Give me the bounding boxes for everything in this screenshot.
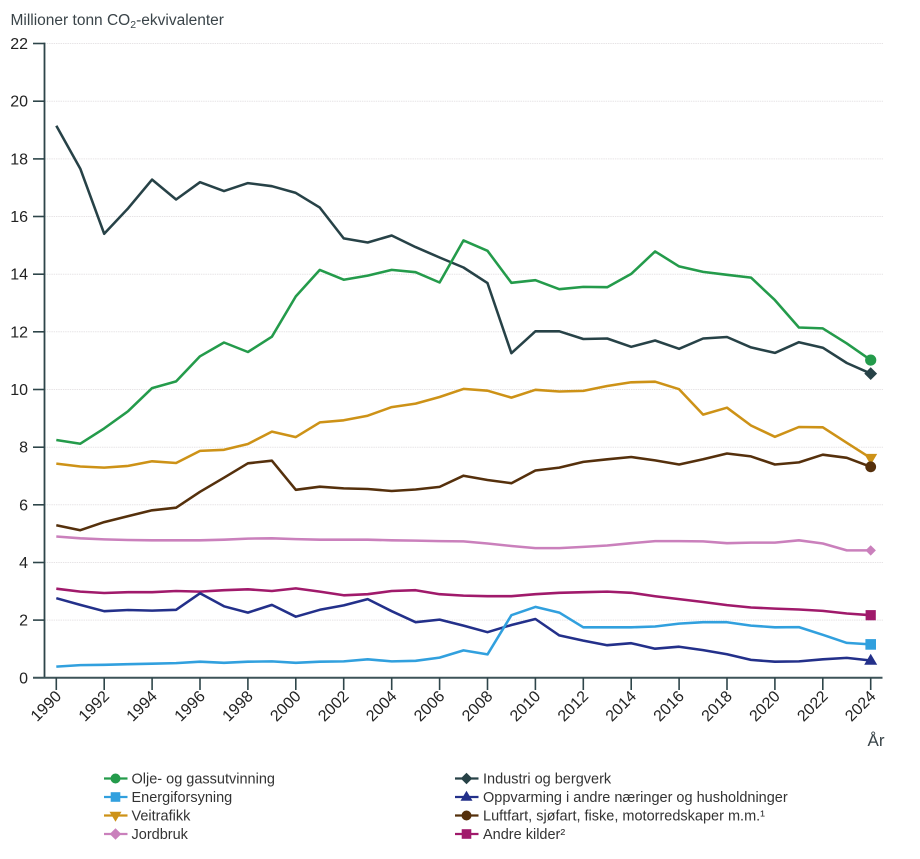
svg-text:0: 0 bbox=[19, 670, 28, 687]
svg-text:Energiforsyning: Energiforsyning bbox=[132, 790, 233, 806]
svg-text:18: 18 bbox=[10, 151, 28, 168]
svg-text:12: 12 bbox=[10, 324, 28, 341]
svg-text:20: 20 bbox=[10, 94, 28, 111]
svg-text:14: 14 bbox=[10, 267, 28, 284]
svg-text:10: 10 bbox=[10, 382, 28, 399]
svg-text:Millioner tonn CO2-ekvivalente: Millioner tonn CO2-ekvivalenter bbox=[11, 12, 224, 31]
svg-text:År: År bbox=[868, 731, 885, 750]
svg-text:Oppvarming i andre næringer og: Oppvarming i andre næringer og husholdni… bbox=[483, 790, 788, 806]
svg-text:Luftfart, sjøfart, fiske, moto: Luftfart, sjøfart, fiske, motorredskaper… bbox=[483, 809, 765, 825]
svg-text:6: 6 bbox=[19, 497, 28, 514]
svg-text:Andre kilder²: Andre kilder² bbox=[483, 827, 565, 843]
svg-text:2: 2 bbox=[19, 613, 28, 630]
svg-text:Jordbruk: Jordbruk bbox=[132, 827, 189, 843]
svg-text:Veitrafikk: Veitrafikk bbox=[132, 809, 192, 825]
svg-text:8: 8 bbox=[19, 440, 28, 457]
svg-text:Olje- og gassutvinning: Olje- og gassutvinning bbox=[132, 772, 275, 788]
svg-text:4: 4 bbox=[19, 555, 28, 572]
svg-text:16: 16 bbox=[10, 209, 28, 226]
svg-text:Industri og bergverk: Industri og bergverk bbox=[483, 772, 612, 788]
svg-text:22: 22 bbox=[10, 36, 28, 53]
